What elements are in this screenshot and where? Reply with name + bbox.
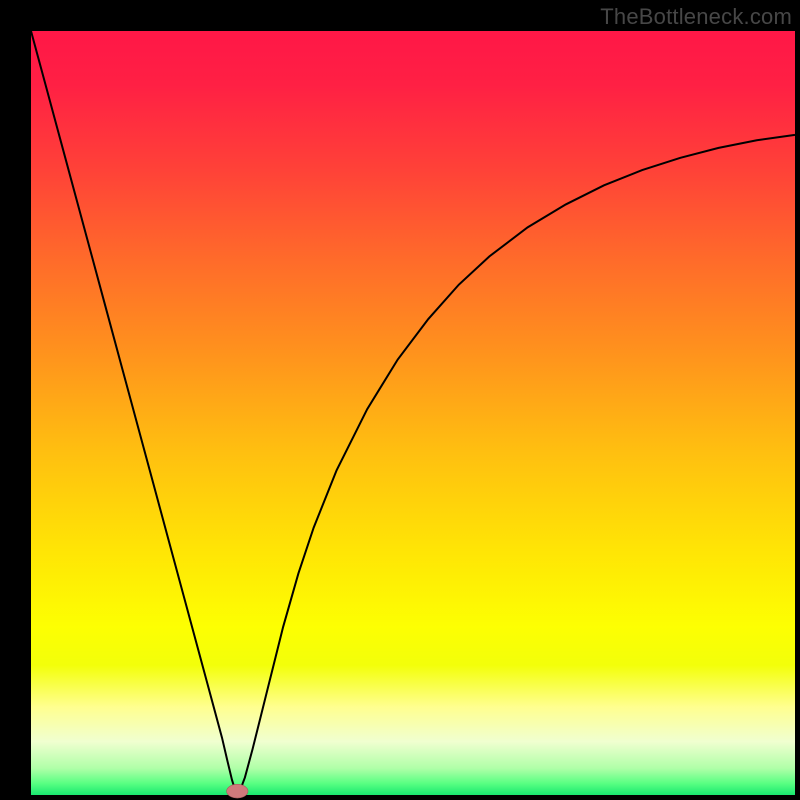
- gradient-background: [31, 31, 795, 795]
- watermark-text: TheBottleneck.com: [600, 4, 792, 30]
- chart-svg: [31, 31, 795, 795]
- plot-area: [31, 31, 795, 795]
- chart-frame: TheBottleneck.com: [0, 0, 800, 800]
- optimum-marker: [227, 784, 248, 798]
